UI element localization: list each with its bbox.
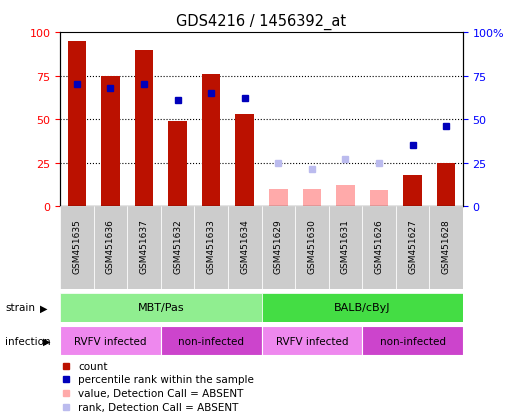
Bar: [101, 76, 120, 206]
Text: GSM451630: GSM451630: [308, 219, 316, 274]
Text: strain: strain: [5, 303, 35, 313]
Text: infection: infection: [5, 336, 51, 346]
Bar: [60, 326, 161, 355]
Text: GSM451637: GSM451637: [140, 219, 149, 274]
Bar: [403, 175, 422, 206]
Bar: [67, 42, 86, 206]
Title: GDS4216 / 1456392_at: GDS4216 / 1456392_at: [176, 14, 347, 30]
Text: GSM451629: GSM451629: [274, 219, 283, 273]
Bar: [262, 326, 362, 355]
Bar: [161, 206, 195, 289]
Text: GSM451635: GSM451635: [72, 219, 82, 274]
Bar: [362, 206, 396, 289]
Text: GSM451634: GSM451634: [240, 219, 249, 273]
Text: RVFV infected: RVFV infected: [74, 336, 147, 346]
Text: BALB/cByJ: BALB/cByJ: [334, 303, 391, 313]
Bar: [135, 50, 153, 206]
Bar: [370, 191, 388, 206]
Bar: [269, 189, 288, 206]
Text: GSM451632: GSM451632: [173, 219, 182, 273]
Bar: [437, 163, 456, 206]
Text: GSM451626: GSM451626: [374, 219, 383, 273]
Text: ▶: ▶: [43, 336, 50, 346]
Bar: [235, 114, 254, 206]
Bar: [429, 206, 463, 289]
Bar: [262, 293, 463, 322]
Bar: [127, 206, 161, 289]
Bar: [362, 326, 463, 355]
Text: percentile rank within the sample: percentile rank within the sample: [78, 374, 254, 384]
Text: count: count: [78, 361, 108, 371]
Text: GSM451628: GSM451628: [441, 219, 451, 273]
Bar: [336, 186, 355, 206]
Bar: [262, 206, 295, 289]
Bar: [228, 206, 262, 289]
Bar: [60, 293, 262, 322]
Text: RVFV infected: RVFV infected: [276, 336, 348, 346]
Text: ▶: ▶: [40, 303, 47, 313]
Text: value, Detection Call = ABSENT: value, Detection Call = ABSENT: [78, 388, 244, 398]
Bar: [396, 206, 429, 289]
Text: GSM451633: GSM451633: [207, 219, 215, 274]
Text: MBT/Pas: MBT/Pas: [138, 303, 184, 313]
Text: GSM451631: GSM451631: [341, 219, 350, 274]
Text: GSM451636: GSM451636: [106, 219, 115, 274]
Bar: [303, 189, 321, 206]
Bar: [161, 326, 262, 355]
Bar: [94, 206, 127, 289]
Bar: [60, 206, 94, 289]
Text: GSM451627: GSM451627: [408, 219, 417, 273]
Text: non-infected: non-infected: [380, 336, 446, 346]
Text: rank, Detection Call = ABSENT: rank, Detection Call = ABSENT: [78, 401, 238, 411]
Bar: [168, 121, 187, 206]
Bar: [328, 206, 362, 289]
Bar: [295, 206, 328, 289]
Bar: [195, 206, 228, 289]
Bar: [202, 75, 220, 206]
Text: non-infected: non-infected: [178, 336, 244, 346]
